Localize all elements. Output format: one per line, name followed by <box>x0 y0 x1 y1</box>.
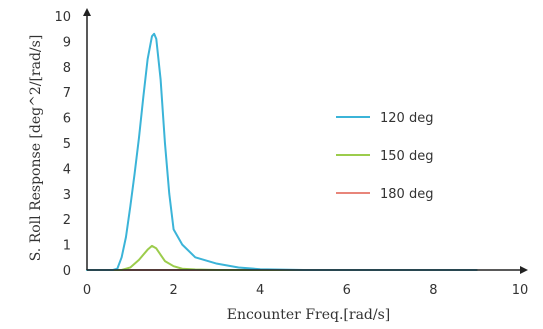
legend-label: 120 deg <box>380 111 433 126</box>
axes <box>83 8 528 274</box>
x-axis-title: Encounter Freq.[rad/s] <box>227 307 391 323</box>
x-tick-labels: 0 2 4 6 8 10 <box>83 283 528 298</box>
y-tick-label: 7 <box>63 86 71 101</box>
x-tick-label: 4 <box>256 283 264 298</box>
x-tick-label: 10 <box>512 283 529 298</box>
y-axis-title: S. Roll Response [deg^2/[rad/s] <box>28 35 44 262</box>
y-tick-label: 3 <box>63 188 71 203</box>
series-line-120-deg <box>86 32 478 271</box>
y-tick-label: 4 <box>63 162 71 177</box>
x-tick-label: 0 <box>83 283 91 298</box>
legend-label: 180 deg <box>380 187 433 202</box>
y-tick-label: 8 <box>63 61 71 76</box>
y-tick-label: 0 <box>63 264 71 279</box>
y-tick-label: 10 <box>54 10 71 25</box>
y-tick-label: 6 <box>63 112 71 127</box>
x-tick-label: 8 <box>429 283 437 298</box>
y-tick-label: 1 <box>63 239 71 254</box>
x-tick-label: 2 <box>169 283 177 298</box>
x-tick-label: 6 <box>343 283 351 298</box>
y-tick-label: 5 <box>63 137 71 152</box>
y-tick-labels: 0 1 2 3 4 5 6 7 8 9 10 <box>54 10 71 279</box>
y-tick-label: 9 <box>63 35 71 50</box>
legend-label: 150 deg <box>380 149 433 164</box>
series-line-150-deg <box>86 244 478 271</box>
y-tick-label: 2 <box>63 213 71 228</box>
y-axis-arrow-icon <box>83 8 91 16</box>
legend: 120 deg 150 deg 180 deg <box>336 111 433 202</box>
x-axis-arrow-icon <box>520 266 528 274</box>
